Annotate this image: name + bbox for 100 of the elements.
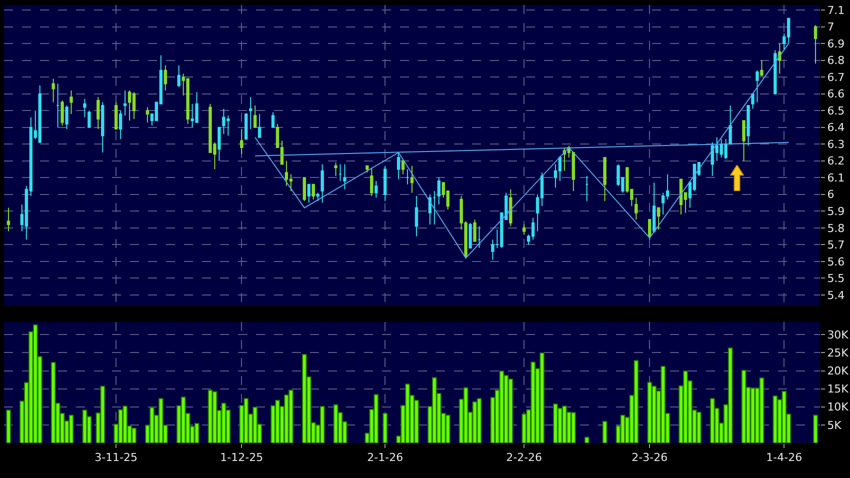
- candlestick: [52, 78, 55, 103]
- bar: [499, 370, 504, 443]
- candlestick: [585, 175, 588, 202]
- bar: [320, 406, 325, 443]
- y-tick-label: 5.5: [827, 272, 845, 286]
- candlestick: [652, 182, 656, 234]
- candlestick: [248, 96, 252, 130]
- candlestick: [334, 162, 338, 176]
- candlestick: [177, 64, 180, 88]
- candlestick: [70, 90, 73, 114]
- candlestick: [338, 164, 342, 182]
- candlestick: [366, 165, 369, 174]
- bar: [813, 414, 818, 443]
- bar: [759, 377, 764, 443]
- candlestick: [774, 50, 777, 94]
- y-tick-label: 20K: [827, 364, 850, 378]
- candlestick: [468, 222, 472, 249]
- candlestick: [218, 126, 221, 162]
- candlestick: [343, 164, 346, 190]
- candlestick: [778, 43, 782, 74]
- candlestick: [531, 217, 535, 240]
- y-tick-label: 5K: [827, 418, 842, 432]
- y-tick-label: 6: [827, 188, 834, 202]
- candlestick: [316, 192, 320, 202]
- candlestick: [814, 24, 818, 64]
- bar: [647, 382, 652, 443]
- candlestick: [114, 102, 118, 130]
- candlestick: [374, 180, 378, 198]
- bar: [741, 370, 746, 443]
- bar: [382, 412, 388, 443]
- x-tick-label: 2-2-26: [506, 451, 542, 464]
- candlestick: [38, 84, 42, 143]
- candlestick: [132, 92, 136, 120]
- candlestick: [437, 177, 440, 205]
- x-tick-label: 2-3-26: [632, 451, 668, 464]
- candlestick: [656, 207, 660, 230]
- candlestick: [88, 110, 91, 128]
- bar: [100, 386, 106, 443]
- bar: [333, 404, 338, 443]
- candlestick: [96, 96, 100, 130]
- x-tick-label: 1-4-26: [766, 451, 802, 464]
- candlestick: [320, 164, 324, 204]
- candlestick: [724, 138, 728, 160]
- candlestick: [56, 83, 60, 128]
- bar: [553, 403, 558, 443]
- candlestick: [728, 105, 732, 145]
- y-tick-label: 15K: [827, 382, 850, 396]
- candlestick: [271, 112, 275, 128]
- candlestick: [312, 184, 315, 200]
- y-tick-label: 6.9: [827, 37, 845, 50]
- bar: [463, 387, 468, 443]
- candlestick: [742, 120, 746, 162]
- y-tick-label: 6.2: [827, 154, 845, 168]
- candlestick: [432, 190, 436, 226]
- candlestick: [401, 158, 405, 175]
- candlestick: [240, 128, 244, 155]
- bar: [602, 420, 608, 443]
- bar: [476, 398, 482, 443]
- candlestick: [146, 106, 150, 123]
- bar: [508, 378, 514, 443]
- y-tick-label: 6.8: [827, 54, 845, 68]
- candlestick: [101, 102, 104, 153]
- y-tick-label: 7.1: [827, 4, 845, 17]
- bar: [50, 362, 56, 443]
- candlestick: [396, 152, 400, 180]
- candlestick: [522, 224, 526, 236]
- candlestick: [164, 64, 168, 91]
- candlestick: [648, 219, 652, 240]
- candlestick: [751, 93, 754, 110]
- y-tick-label: 25K: [827, 346, 850, 360]
- bar: [728, 348, 733, 443]
- candlestick: [760, 60, 764, 76]
- x-tick-label: 3-11-25: [94, 451, 138, 464]
- bar: [68, 414, 74, 443]
- y-tick-label: 30K: [827, 328, 850, 342]
- bar: [212, 391, 218, 443]
- candlestick: [118, 110, 122, 140]
- candlestick: [428, 194, 432, 226]
- candlestick: [384, 165, 387, 202]
- candlestick: [258, 113, 262, 138]
- bar: [634, 360, 639, 443]
- candlestick: [414, 196, 418, 237]
- candlestick: [509, 188, 512, 227]
- bar: [82, 410, 88, 443]
- y-tick-label: 6.1: [827, 171, 845, 184]
- candlestick: [128, 90, 132, 122]
- candlestick: [410, 165, 414, 194]
- bar: [750, 388, 756, 443]
- line-series: [254, 43, 790, 259]
- x-tick-label: 2-1-26: [367, 451, 404, 464]
- candlestick: [83, 98, 86, 118]
- y-tick-label: 6.7: [827, 70, 845, 84]
- candlestick: [60, 100, 64, 126]
- bar: [522, 414, 526, 443]
- candlestick: [253, 105, 257, 128]
- candlestick: [370, 167, 374, 197]
- bar: [445, 414, 450, 443]
- bar: [584, 436, 590, 443]
- candlestick: [302, 177, 306, 202]
- bar: [472, 401, 478, 443]
